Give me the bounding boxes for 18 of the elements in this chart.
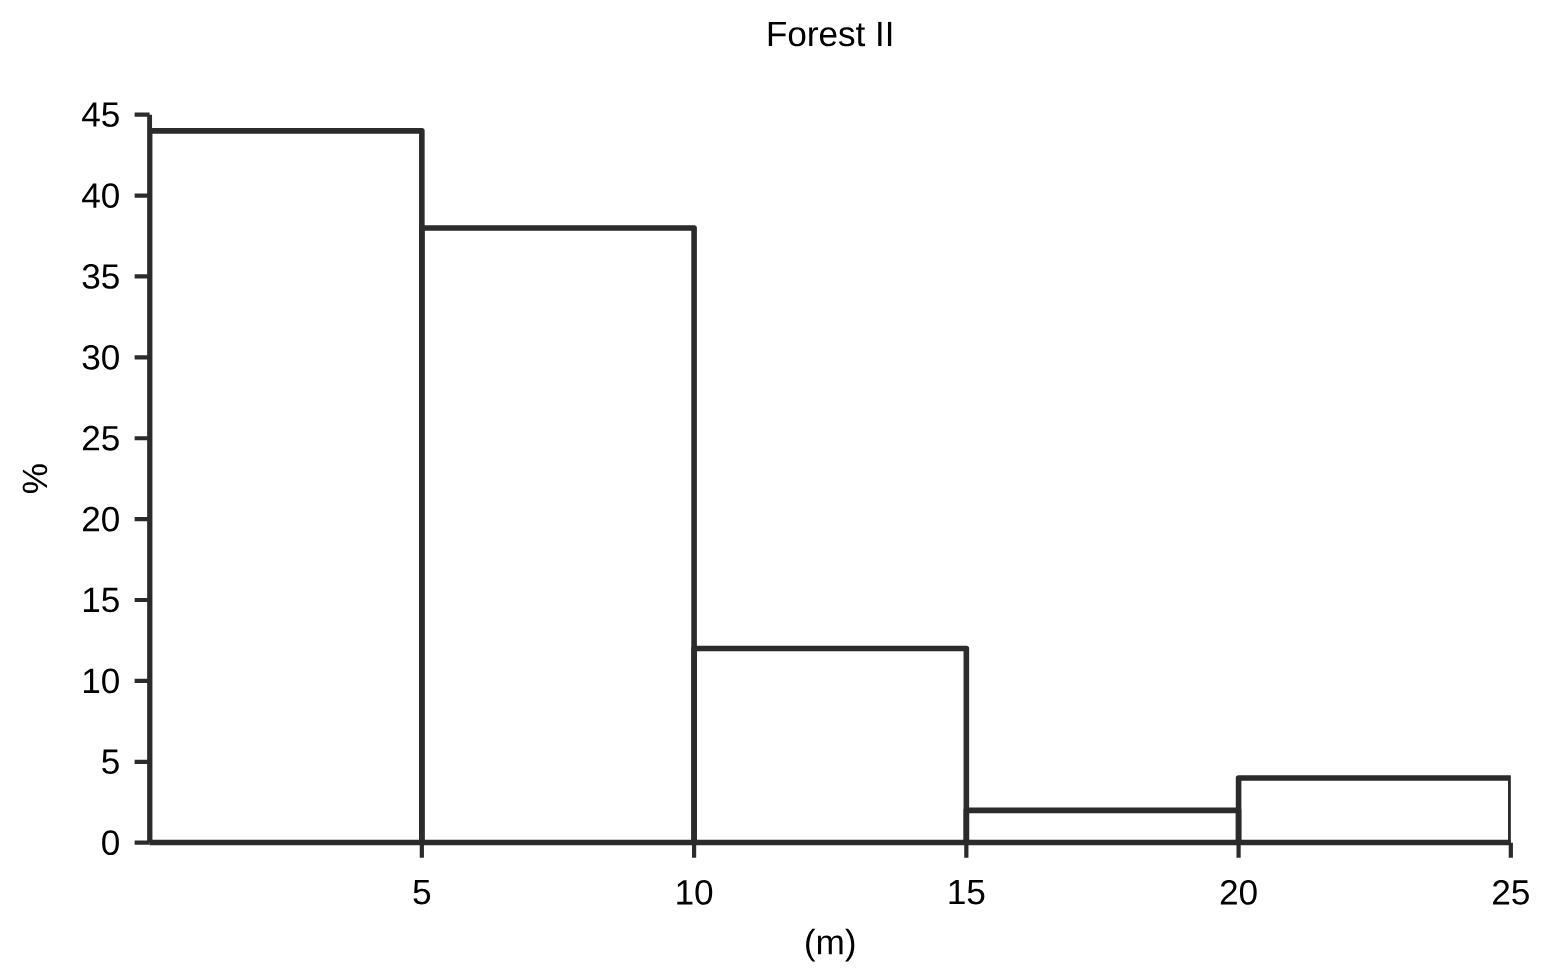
y-tick-label: 35	[82, 263, 119, 289]
y-tick-label: 30	[82, 344, 119, 370]
x-axis-title: (m)	[806, 928, 855, 962]
x-tick-label: 15	[949, 879, 985, 905]
y-tick-label: 40	[82, 183, 119, 208]
x-tick-label: 20	[1220, 879, 1257, 905]
y-tick-label: 5	[102, 749, 119, 774]
y-axis-title: %	[22, 464, 48, 493]
x-tick-label: 10	[677, 879, 713, 905]
y-tick-label: 0	[102, 830, 119, 855]
y-tick-label: 20	[83, 506, 119, 532]
chart-title: Forest II	[768, 21, 892, 47]
y-tick-label: 15	[83, 587, 119, 613]
y-tick-label: 25	[83, 425, 119, 451]
x-tick-label: 25	[1493, 879, 1529, 905]
y-tick-label: 45	[82, 102, 119, 127]
x-tick-label: 5	[413, 879, 431, 905]
y-tick-label: 10	[83, 668, 119, 694]
